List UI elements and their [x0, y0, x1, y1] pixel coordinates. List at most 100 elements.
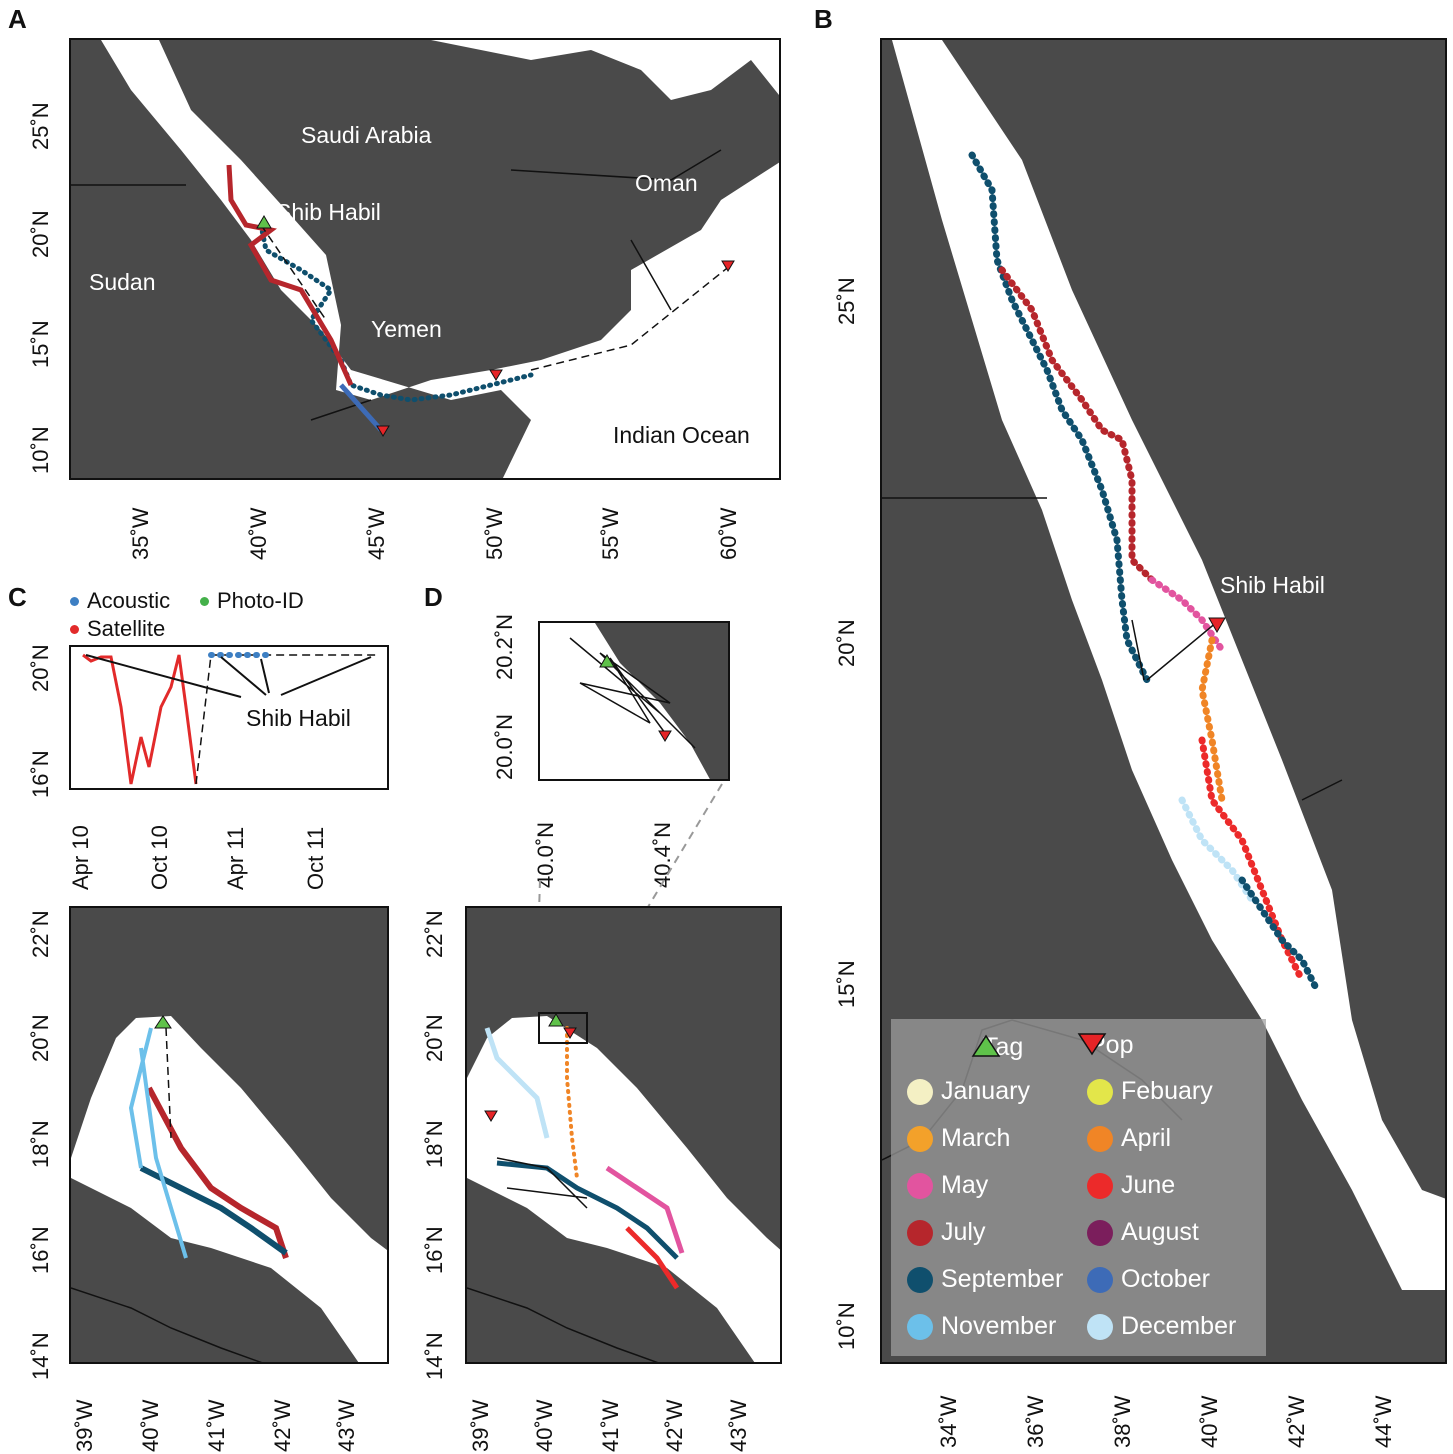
- legend-month-label: October: [1121, 1265, 1210, 1293]
- legend-acoustic: Acoustic: [70, 588, 170, 614]
- legend-month-dot: [1087, 1219, 1113, 1246]
- legend-month-october: October: [1087, 1265, 1210, 1294]
- panel-c-timeseries: Shib Habil: [69, 645, 389, 790]
- legend-month-november: November: [907, 1312, 1056, 1341]
- panel-d-inset-svg: [569, 623, 728, 779]
- legend-month-may: May: [907, 1171, 988, 1200]
- c-ts-xtick-oct11: Oct 11: [303, 826, 328, 890]
- label-yemen: Yemen: [371, 316, 442, 342]
- b-ytick-25: 25˚N: [834, 277, 859, 325]
- panel-c-map: [69, 906, 389, 1364]
- c-ytick-18: 18˚N: [28, 1120, 53, 1168]
- d-ytick-14: 14˚N: [422, 1332, 447, 1380]
- panel-d-map: [465, 906, 782, 1364]
- d-inset-ytick-200: 20.0˚N: [492, 713, 517, 780]
- panel-d-letter: D: [424, 582, 443, 612]
- legend-month-june: June: [1087, 1171, 1175, 1200]
- c-ts-xtick-apr11: Apr 11: [223, 826, 248, 890]
- legend-month-dot: [907, 1266, 933, 1293]
- b-xtick-36: 36˚W: [1023, 1395, 1048, 1448]
- satellite-dot: [70, 624, 79, 634]
- legend-month-label: Febuary: [1121, 1077, 1213, 1105]
- label-indian-ocean: Indian Ocean: [613, 422, 750, 448]
- a-xtick-45: 45˚W: [364, 507, 389, 560]
- legend-acoustic-label: Acoustic: [87, 588, 171, 613]
- d-ytick-20: 20˚N: [422, 1014, 447, 1062]
- legend-month-label: August: [1121, 1218, 1199, 1246]
- d-xtick-40: 40˚W: [532, 1399, 557, 1452]
- legend-month-label: November: [941, 1312, 1057, 1340]
- c-xtick-41: 41˚W: [204, 1399, 229, 1452]
- legend-month-september: September: [907, 1265, 1063, 1294]
- legend-month-label: January: [941, 1077, 1030, 1105]
- panel-a-svg: [71, 40, 779, 478]
- legend-month-label: June: [1121, 1171, 1176, 1199]
- label-sudan: Sudan: [89, 269, 156, 295]
- label-shib-habil-a: Shib Habil: [276, 199, 381, 225]
- b-ytick-20: 20˚N: [834, 619, 859, 667]
- b-xtick-44: 44˚W: [1371, 1395, 1396, 1448]
- legend-month-label: May: [941, 1171, 989, 1199]
- d-ytick-18: 18˚N: [422, 1120, 447, 1168]
- c-ytick-20: 20˚N: [28, 1014, 53, 1062]
- label-saudi-arabia: Saudi Arabia: [301, 122, 432, 148]
- legend-pop: Pop: [1077, 1031, 1133, 1060]
- d-ytick-16: 16˚N: [422, 1226, 447, 1274]
- c-ts-ytick-16: 16˚N: [28, 750, 53, 798]
- legend-month-label: April: [1121, 1124, 1172, 1152]
- legend-month-dot: [907, 1219, 933, 1246]
- d-xtick-39: 39˚W: [468, 1399, 493, 1452]
- legend-month-august: August: [1087, 1218, 1199, 1247]
- legend-month-december: December: [1087, 1312, 1236, 1341]
- c-ytick-14: 14˚N: [28, 1332, 53, 1380]
- legend-month-dot: [1087, 1266, 1113, 1293]
- b-xtick-40: 40˚W: [1197, 1395, 1222, 1448]
- d-xtick-43: 43˚W: [726, 1399, 751, 1452]
- panel-c-ts-svg: [82, 652, 376, 785]
- b-xtick-42: 42˚W: [1284, 1395, 1309, 1448]
- c-ytick-22: 22˚N: [28, 910, 53, 958]
- b-ytick-10: 10˚N: [834, 1302, 859, 1350]
- panel-b-letter: B: [814, 4, 833, 34]
- c-xtick-39: 39˚W: [72, 1399, 97, 1452]
- panel-d-inset: [538, 621, 730, 781]
- legend-tag: Tag: [971, 1033, 1023, 1062]
- d-inset-ytick-202: 20.2˚N: [492, 613, 517, 680]
- d-xtick-41: 41˚W: [598, 1399, 623, 1452]
- legend-month-dot: [1087, 1125, 1113, 1152]
- a-xtick-40: 40˚W: [246, 507, 271, 560]
- pop-icon: [1077, 1033, 1107, 1056]
- legend-month-dot: [1087, 1313, 1113, 1340]
- panel-a-map: Saudi Arabia Oman Sudan Yemen Indian Oce…: [69, 38, 781, 480]
- panel-c-svg: [71, 908, 387, 1362]
- legend-month-label: December: [1121, 1312, 1237, 1340]
- panel-d-svg: [467, 908, 780, 1362]
- label-shib-habil-b: Shib Habil: [1220, 572, 1325, 598]
- legend-satellite-label: Satellite: [87, 616, 166, 641]
- a-ytick-25: 25˚N: [28, 102, 53, 150]
- legend-month-dot: [1087, 1078, 1113, 1105]
- legend-month-dot: [907, 1313, 933, 1340]
- legend-month-dot: [907, 1078, 933, 1105]
- legend-month-label: March: [941, 1124, 1011, 1152]
- a-xtick-35: 35˚W: [128, 507, 153, 560]
- legend-month-dot: [1087, 1172, 1113, 1199]
- panel-a-letter: A: [8, 4, 27, 34]
- label-shib-habil-c: Shib Habil: [246, 705, 351, 731]
- c-xtick-42: 42˚W: [270, 1399, 295, 1452]
- a-ytick-15: 15˚N: [28, 320, 53, 368]
- legend-month-july: July: [907, 1218, 985, 1247]
- legend-month-label: September: [941, 1265, 1064, 1293]
- c-ts-ytick-20: 20˚N: [28, 644, 53, 692]
- panel-b-map: Shib Habil Tag Pop January Febuary March Ap…: [880, 38, 1447, 1364]
- c-xtick-40: 40˚W: [138, 1399, 163, 1452]
- b-xtick-38: 38˚W: [1110, 1395, 1135, 1448]
- c-ytick-16: 16˚N: [28, 1226, 53, 1274]
- legend-month-march: March: [907, 1124, 1010, 1153]
- legend-satellite: Satellite: [70, 616, 165, 642]
- acoustic-dot: [70, 596, 79, 606]
- legend-photo-id: Photo-ID: [200, 588, 304, 614]
- a-ytick-10: 10˚N: [28, 426, 53, 474]
- tag-icon: [971, 1034, 1001, 1057]
- legend-photo-label: Photo-ID: [217, 588, 304, 613]
